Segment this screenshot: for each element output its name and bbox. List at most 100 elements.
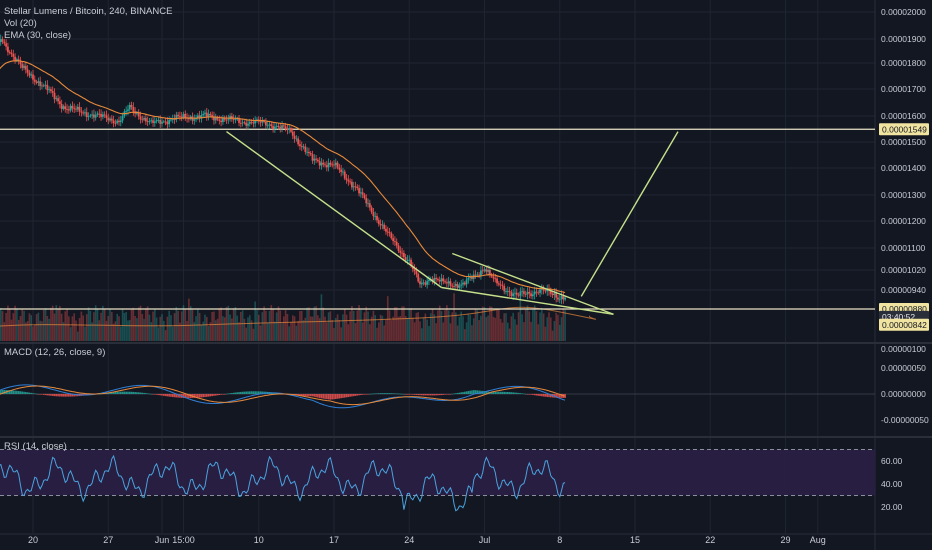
candle-body xyxy=(528,291,531,294)
macd-histogram-bar xyxy=(351,394,353,397)
candle-body xyxy=(401,252,403,254)
candle-body xyxy=(315,158,317,160)
volume-bar xyxy=(374,315,377,341)
macd-histogram-bar xyxy=(218,394,221,395)
macd-histogram-bar xyxy=(32,393,34,394)
macd-histogram-bar xyxy=(19,391,22,394)
symbol-legend[interactable]: Stellar Lumens / Bitcoin, 240, BINANCE xyxy=(4,6,173,17)
price-tag-label: 0.00000880 xyxy=(882,304,927,314)
candle-body xyxy=(114,123,117,124)
volume-bar xyxy=(75,320,77,341)
volume-bar xyxy=(302,320,305,341)
volume-bar xyxy=(283,316,285,341)
volume-bar xyxy=(379,314,382,341)
candle-body xyxy=(148,121,151,122)
volume-bar xyxy=(490,306,493,341)
volume-bar xyxy=(3,322,6,341)
candle-body xyxy=(245,122,248,126)
price-axis[interactable]: 0.00002000 0.00001900 0.00001800 0.00001700… xyxy=(879,7,929,512)
candle-body xyxy=(558,299,561,300)
macd-legend[interactable]: MACD (12, 26, close, 9) xyxy=(4,347,106,358)
volume-bar xyxy=(171,326,174,341)
candle-body xyxy=(33,79,36,82)
macd-histogram-bar xyxy=(395,393,398,395)
trendlines[interactable] xyxy=(226,131,679,315)
candle-body xyxy=(234,119,237,121)
volume-bar xyxy=(286,314,289,341)
volume-bar xyxy=(32,326,34,341)
candle-body xyxy=(367,203,369,205)
time-axis[interactable]: 20 27 Jun 15:00 10 17 24 Jul 8 15 22 29 Aug xyxy=(28,535,826,545)
candle-body xyxy=(290,128,292,132)
volume-bar xyxy=(60,313,63,341)
candle-body xyxy=(386,231,389,233)
volume-bar xyxy=(449,323,452,341)
volume-bar xyxy=(209,322,212,341)
macd-histogram-bar xyxy=(143,392,145,394)
macd-histogram-bar xyxy=(560,394,563,398)
volume-bar xyxy=(419,321,421,341)
candle-body xyxy=(562,296,565,300)
macd-histogram-bar xyxy=(474,390,477,394)
volume-bar xyxy=(370,316,373,341)
volume-bar xyxy=(526,305,529,341)
candle-body xyxy=(55,98,58,100)
candle-body xyxy=(345,178,348,180)
macd-histogram-bar xyxy=(483,391,486,394)
macd-histogram-bar xyxy=(240,391,242,394)
macd-axis-label: 0.00000000 xyxy=(881,389,926,399)
macd-histogram-bar xyxy=(451,393,454,395)
volume-bar xyxy=(7,305,9,341)
candle-body xyxy=(444,281,446,283)
macd-histogram-bar xyxy=(313,394,316,397)
candle-body xyxy=(422,282,425,284)
candle-body xyxy=(239,122,242,124)
candle-body xyxy=(64,106,67,110)
volume-legend[interactable]: Vol (20) xyxy=(4,18,37,29)
macd-histogram-bar xyxy=(422,394,425,396)
macd-histogram-bar xyxy=(528,394,531,395)
volume-bar xyxy=(274,321,276,341)
macd-histogram-bar xyxy=(437,394,439,396)
macd-histogram-bar xyxy=(166,394,169,397)
macd-histogram-bar xyxy=(374,393,377,395)
candle-body xyxy=(284,126,287,129)
candle-body xyxy=(342,171,344,173)
candle-body xyxy=(370,207,373,213)
volume-bar xyxy=(182,305,185,341)
volume-bar xyxy=(275,312,278,341)
volume-bar xyxy=(170,315,172,341)
candle-body xyxy=(204,112,206,114)
macd-histogram-bar xyxy=(123,391,126,394)
macd-histogram-bar xyxy=(114,391,117,394)
candle-body xyxy=(5,43,8,47)
macd-histogram-bar xyxy=(141,392,144,394)
macd-histogram-bar xyxy=(392,393,394,394)
volume-bar xyxy=(512,312,514,341)
volume-bar xyxy=(510,316,513,341)
volume-bar xyxy=(238,322,240,341)
rsi-legend[interactable]: RSI (14, close) xyxy=(4,441,67,452)
candle-body xyxy=(359,192,362,194)
candle-body xyxy=(492,276,495,279)
volume-bar xyxy=(338,320,341,341)
ema-legend[interactable]: EMA (30, close) xyxy=(4,30,72,41)
macd-histogram-bar xyxy=(361,394,364,395)
macd-histogram-bar xyxy=(204,394,206,398)
macd-histogram-bar xyxy=(175,394,178,398)
volume-bar xyxy=(524,309,527,341)
candle-body xyxy=(247,123,249,126)
macd-histogram-bar xyxy=(59,394,61,397)
volume-bar xyxy=(317,315,319,341)
volume-bar xyxy=(51,305,54,341)
volume-bar xyxy=(23,310,25,341)
price-axis-label: 0.00001500 xyxy=(881,137,926,147)
horizontal-lines[interactable] xyxy=(0,128,875,310)
volume-bar xyxy=(261,312,264,341)
candle-body xyxy=(316,159,319,162)
macd-histogram-bar xyxy=(247,391,249,394)
volume-bar xyxy=(128,319,131,341)
candle-body xyxy=(304,146,307,152)
volume-bar xyxy=(100,312,102,341)
